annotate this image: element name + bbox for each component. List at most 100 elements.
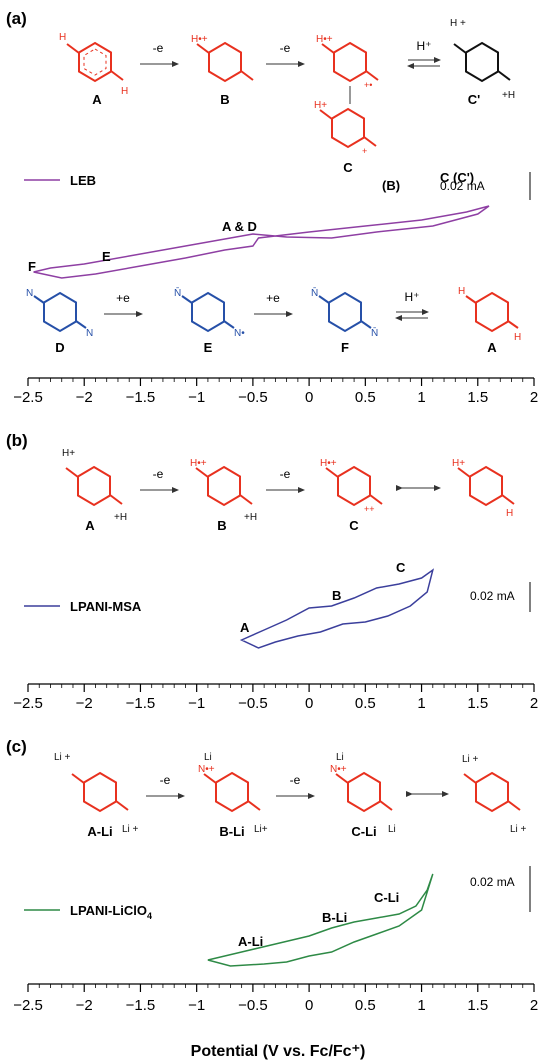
scheme-label-d: D	[55, 340, 64, 355]
tick-label: 0	[305, 997, 313, 1014]
svg-text:H: H	[514, 332, 521, 343]
svg-text:N̄: N̄	[174, 286, 181, 299]
legend-label-subscript: 4	[147, 911, 152, 921]
annotation: (B)	[382, 178, 400, 193]
scheme-label-c3: C-Li	[351, 824, 376, 839]
panel-a: (a) H H A -e H•+ B -e	[6, 9, 538, 406]
annotation: B-Li	[322, 910, 347, 925]
scheme-a-top: H H A -e H•+ B -e H•+ +•	[59, 18, 515, 175]
molecule-B-Li: Li N•+ Li+	[198, 752, 268, 835]
tick-label: 0.5	[355, 695, 376, 712]
arrow-label: -e	[160, 773, 171, 787]
tick-label: −2.5	[13, 695, 43, 712]
panel-label: (b)	[6, 431, 28, 450]
scheme-label-a5: A	[487, 340, 497, 355]
svg-text:Li: Li	[388, 824, 396, 835]
tick-label: −1	[188, 695, 205, 712]
arrow-label: +e	[266, 291, 280, 305]
svg-text:H: H	[506, 508, 513, 519]
tick-label: 0.5	[355, 997, 376, 1014]
svg-text:H: H	[121, 86, 128, 97]
svg-text:+H: +H	[502, 90, 515, 101]
svg-text:H: H	[458, 286, 465, 297]
arrow-label: -e	[153, 467, 164, 481]
arrow-label: -e	[290, 773, 301, 787]
annotation: E	[102, 249, 111, 264]
annotation: C (C')	[440, 170, 474, 185]
scale-bar-label: 0.02 mA	[470, 589, 515, 603]
tick-label: 1	[417, 695, 425, 712]
tick-label: 1.5	[467, 997, 488, 1014]
scheme-label-c1: A-Li	[87, 824, 112, 839]
molecule-C-Li-resonance: Li + Li +	[462, 754, 527, 835]
scheme-b: H+ +H A -e H•+ +H B -e H•+ ++	[62, 448, 515, 533]
svg-text:N: N	[26, 288, 33, 299]
tick-label: 0.5	[355, 389, 376, 406]
x-axis-b: −2.5 −2 −1.5 −1 −0.5 0 0.5 1 1.5 2	[13, 683, 538, 712]
svg-text:Li +: Li +	[462, 754, 479, 765]
annotation: A	[240, 620, 250, 635]
molecule-B: H•+ +H	[190, 458, 257, 523]
tick-label: −2	[76, 389, 93, 406]
panel-label: (a)	[6, 9, 27, 28]
tick-label: −1	[188, 997, 205, 1014]
panel-c: (c) Li + Li + A-Li -e Li N•+ Li+ B-Li	[6, 737, 538, 1060]
molecule-C-resonance: H+ H	[452, 458, 515, 519]
svg-text:N: N	[86, 328, 93, 339]
annotation: B	[332, 588, 341, 603]
tick-label: −1.5	[126, 389, 156, 406]
svg-text:+•: +•	[364, 80, 372, 90]
svg-text:H•+: H•+	[190, 458, 207, 469]
legend-label: LPANI-MSA	[70, 599, 142, 614]
svg-text:H•+: H•+	[316, 34, 333, 45]
molecule-C: H•+ ++	[320, 458, 383, 514]
scheme-label-a1: A	[92, 92, 102, 107]
tick-label: −0.5	[238, 997, 268, 1014]
molecule-D: N N	[26, 288, 93, 339]
svg-text:N̄: N̄	[311, 286, 318, 299]
molecule-C-resonance-1: H•+ +•	[316, 34, 379, 90]
molecule-A: H+ +H	[62, 448, 127, 523]
legend-label-main: LPANI-LiClO	[70, 903, 147, 918]
x-axis-label: Potential (V vs. Fc/Fc⁺)	[191, 1043, 366, 1060]
svg-text:Li +: Li +	[122, 824, 139, 835]
tick-label: 2	[530, 389, 538, 406]
scheme-label-f: F	[341, 340, 349, 355]
scale-bar-label: 0.02 mA	[470, 875, 515, 889]
scheme-label-b1: A	[85, 518, 95, 533]
svg-text:++: ++	[364, 504, 375, 514]
scale-bar-label: 0.02 mA	[440, 179, 485, 193]
molecule-A-Li: Li + Li +	[54, 752, 139, 835]
x-axis-c: −2.5 −2 −1.5 −1 −0.5 0 0.5 1 1.5 2	[13, 983, 538, 1014]
arrow-label: -e	[153, 41, 164, 55]
tick-label: 0	[305, 695, 313, 712]
svg-text:Li +: Li +	[54, 752, 71, 763]
molecule-F: N̄ N̄	[311, 286, 378, 339]
svg-text:H•+: H•+	[191, 34, 208, 45]
scheme-label-a2: B	[220, 92, 229, 107]
svg-text:H: H	[59, 32, 66, 43]
molecule-C-Li: Li N•+ Li	[330, 752, 396, 835]
svg-text:H+: H+	[62, 448, 75, 459]
svg-text:+H: +H	[244, 512, 257, 523]
arrow-label: -e	[280, 41, 291, 55]
annotation: A-Li	[238, 934, 263, 949]
arrow-label: -e	[280, 467, 291, 481]
tick-label: 1	[417, 389, 425, 406]
arrow-label: +e	[116, 291, 130, 305]
svg-text:+H: +H	[114, 512, 127, 523]
tick-label: 1.5	[467, 695, 488, 712]
annotation: C	[396, 560, 406, 575]
arrow-label: H⁺	[405, 290, 420, 304]
svg-text:H+: H+	[314, 100, 327, 111]
x-axis-a: −2.5 −2 −1.5 −1 −0.5 0 0.5 1 1.5 2	[13, 377, 538, 406]
tick-label: 1.5	[467, 389, 488, 406]
scheme-label-e: E	[204, 340, 213, 355]
panel-b: (b) H+ +H A -e H•+ +H B -e	[6, 431, 538, 712]
tick-label: −2	[76, 997, 93, 1014]
tick-label: −2	[76, 695, 93, 712]
legend-label: LEB	[70, 173, 96, 188]
annotation: F	[28, 259, 36, 274]
svg-text:Li +: Li +	[510, 824, 527, 835]
